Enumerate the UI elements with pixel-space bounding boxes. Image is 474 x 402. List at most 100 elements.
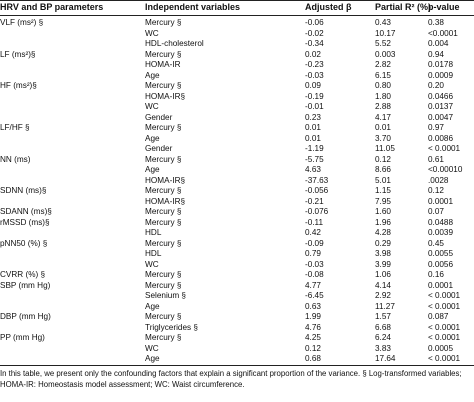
cell-beta: 0.42 <box>305 228 321 237</box>
cell-beta: -0.11 <box>305 217 324 227</box>
cell-p: <0.00010 <box>428 165 463 174</box>
cell-beta: -0.03 <box>305 259 324 269</box>
cell-r2: 5.52 <box>375 39 391 48</box>
cell-var: HOMA-IR§ <box>145 196 186 206</box>
cell-var: Mercury § <box>145 123 182 132</box>
cell-p: 0.004 <box>428 39 449 48</box>
cell-r2: 5.01 <box>375 175 391 185</box>
cell-beta: 0.23 <box>305 112 321 122</box>
cell-p: 0.0009 <box>428 70 454 80</box>
table-row: WC -0.01 2.88 0.0137 <box>0 101 474 112</box>
cell-p: 0.97 <box>428 123 444 132</box>
cell-beta: 0.09 <box>305 81 321 90</box>
cell-p: 0.0047 <box>428 112 454 122</box>
cell-r2: 2.82 <box>375 60 391 69</box>
cell-var: HDL <box>145 228 162 237</box>
cell-p: 0.0001 <box>428 280 454 290</box>
cell-beta: -0.076 <box>305 207 329 216</box>
cell-p: < 0.0001 <box>428 144 461 153</box>
cell-param: LF/HF § <box>0 123 30 132</box>
cell-r2: 0.01 <box>375 123 391 132</box>
cell-beta: -1.19 <box>305 144 324 153</box>
table-row: Selenium § -6.45 2.92 < 0.0001 <box>0 290 474 301</box>
cell-beta: -0.056 <box>305 186 329 195</box>
cell-r2: 0.43 <box>375 18 391 27</box>
table-footnote: In this table, we present only the confo… <box>0 369 462 389</box>
table-row: Gender -1.19 11.05 < 0.0001 <box>0 143 474 154</box>
cell-p: 0.07 <box>428 207 444 216</box>
cell-var: WC <box>145 343 159 353</box>
table-row: HF (ms²)§ Mercury § 0.09 0.80 0.20 <box>0 80 474 91</box>
cell-p: 0.16 <box>428 270 444 279</box>
table-row: Age 0.68 17.64 < 0.0001 <box>0 353 474 364</box>
header-param: HRV and BP parameters <box>0 2 104 12</box>
cell-var: Mercury § <box>145 270 182 279</box>
table-row: Triglycerides § 4.76 6.68 < 0.0001 <box>0 322 474 333</box>
table-row: WC -0.03 3.99 0.0056 <box>0 259 474 270</box>
table-row: WC 0.12 3.83 0.0005 <box>0 343 474 354</box>
header-p: p-value <box>428 2 460 12</box>
cell-r2: 10.17 <box>375 28 396 38</box>
cell-r2: 6.15 <box>375 70 391 80</box>
table-row: SDNN (ms)§ Mercury § -0.056 1.15 0.12 <box>0 185 474 196</box>
cell-param: CVRR (%) § <box>0 270 46 279</box>
cell-r2: 3.98 <box>375 249 391 258</box>
cell-var: Mercury § <box>145 312 182 321</box>
cell-var: Age <box>145 133 160 143</box>
cell-p: 0.0086 <box>428 133 454 143</box>
cell-p: 0.0055 <box>428 249 454 258</box>
cell-var: Gender <box>145 144 173 153</box>
cell-var: Mercury § <box>145 18 182 27</box>
cell-r2: 4.28 <box>375 228 391 237</box>
cell-p: < 0.0001 <box>428 301 461 311</box>
cell-p: 0.0488 <box>428 217 454 227</box>
cell-p: < 0.0001 <box>428 291 461 300</box>
cell-p: 0.087 <box>428 312 449 321</box>
cell-beta: 0.12 <box>305 343 321 353</box>
cell-r2: 8.66 <box>375 165 391 174</box>
cell-beta: -0.08 <box>305 270 324 279</box>
cell-p: .0028 <box>428 175 449 185</box>
cell-var: Mercury § <box>145 238 182 248</box>
table-row: HOMA-IR -0.23 2.82 0.0178 <box>0 59 474 70</box>
cell-var: WC <box>145 102 159 111</box>
cell-r2: 6.68 <box>375 322 391 332</box>
table-row: LF/HF § Mercury § 0.01 0.01 0.97 <box>0 122 474 133</box>
cell-p: 0.45 <box>428 238 444 248</box>
cell-beta: -0.21 <box>305 196 324 206</box>
table-row: HOMA-IR§ -0.19 1.80 0.0466 <box>0 91 474 102</box>
cell-beta: 0.79 <box>305 249 321 258</box>
cell-p: 0.61 <box>428 154 444 164</box>
cell-param: pNN50 (%) § <box>0 238 48 248</box>
table-row: Age -0.03 6.15 0.0009 <box>0 70 474 81</box>
cell-beta: -0.19 <box>305 91 324 101</box>
cell-beta: 0.68 <box>305 354 321 363</box>
cell-r2: 1.06 <box>375 270 391 279</box>
cell-var: Triglycerides § <box>145 322 198 332</box>
cell-beta: -5.75 <box>305 154 324 164</box>
cell-r2: 1.60 <box>375 207 391 216</box>
cell-var: Age <box>145 70 160 80</box>
table-row: CVRR (%) § Mercury § -0.08 1.06 0.16 <box>0 269 474 280</box>
cell-p: 0.20 <box>428 81 444 90</box>
cell-p: 0.12 <box>428 186 444 195</box>
cell-r2: 2.92 <box>375 291 391 300</box>
table-row: VLF (ms²) § Mercury § -0.06 0.43 0.38 <box>0 17 474 28</box>
cell-r2: 17.64 <box>375 354 396 363</box>
cell-param: PP (mm Hg) <box>0 333 45 342</box>
cell-p: 0.0137 <box>428 102 454 111</box>
cell-r2: 1.80 <box>375 91 391 101</box>
cell-var: HOMA-IR§ <box>145 175 186 185</box>
cell-var: Age <box>145 301 160 311</box>
cell-p: <0.0001 <box>428 28 458 38</box>
table-row: SBP (mm Hg) Mercury § 4.77 4.14 0.0001 <box>0 280 474 291</box>
cell-r2: 4.17 <box>375 112 391 122</box>
cell-r2: 7.95 <box>375 196 391 206</box>
cell-param: rMSSD (ms)§ <box>0 217 50 227</box>
cell-beta: -0.02 <box>305 28 324 38</box>
table-row: HOMA-IR§ -0.21 7.95 0.0001 <box>0 196 474 207</box>
cell-p: 0.94 <box>428 49 444 59</box>
cell-var: Mercury § <box>145 207 182 216</box>
cell-beta: -37.63 <box>305 175 329 185</box>
cell-param: SDNN (ms)§ <box>0 186 47 195</box>
